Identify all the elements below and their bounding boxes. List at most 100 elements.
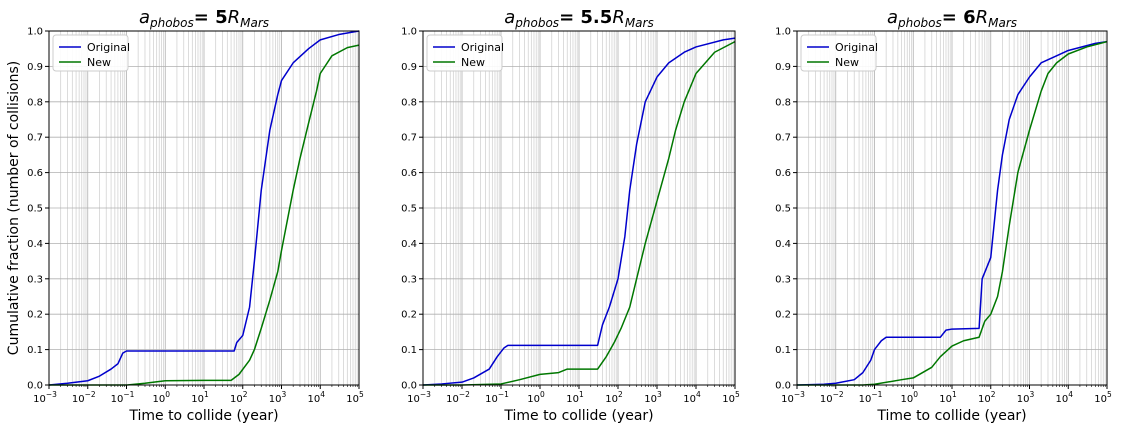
- x-tick-exponent: −2: [85, 390, 96, 399]
- chart-panel-2: 0.00.10.20.30.40.50.60.70.80.91.010−3 10−…: [401, 7, 740, 424]
- x-tick-base: 10: [566, 394, 579, 405]
- title-subscript-mars: Mars: [625, 16, 654, 30]
- y-tick-label: 0.7: [27, 133, 43, 144]
- x-tick-exponent: 3: [1029, 390, 1034, 399]
- title-subscript-mars: Mars: [240, 16, 269, 30]
- y-tick-label: 0.5: [775, 204, 791, 215]
- x-tick-label: 10−1: [485, 390, 509, 405]
- title-symbol-a: a: [504, 7, 515, 28]
- legend: Original New: [426, 34, 504, 72]
- x-tick-label: 101: [191, 390, 209, 405]
- series-line-original: [48, 30, 360, 386]
- x-tick-base: 10: [644, 394, 657, 405]
- x-tick-label: 102: [605, 390, 623, 405]
- x-tick-label: 10−2: [820, 390, 844, 405]
- y-tick-label: 0.6: [27, 168, 43, 179]
- x-tick-exponent: 1: [579, 390, 584, 399]
- legend-label-original: Original: [461, 41, 504, 54]
- legend: Original New: [800, 34, 878, 72]
- y-tick-label: 0.3: [775, 274, 791, 285]
- x-tick-label: 101: [939, 390, 957, 405]
- series-line-original: [796, 40, 1108, 386]
- y-tick-label: 0.4: [401, 239, 417, 250]
- y-tick-label: 0.6: [401, 168, 417, 179]
- chart-panels: 0.00.10.20.30.40.50.60.70.80.91.010−3 10−…: [27, 7, 1112, 424]
- legend-label-new: New: [835, 56, 859, 69]
- x-axis-label: Time to collide (year): [876, 408, 1026, 424]
- x-tick-label: 105: [1094, 390, 1112, 405]
- y-axis-label: Cumulative fraction (number of collision…: [6, 61, 22, 355]
- x-tick-label: 104: [683, 390, 701, 405]
- x-tick-exponent: 2: [991, 390, 996, 399]
- y-tick-label: 0.0: [775, 381, 791, 392]
- title-symbol-a: a: [887, 7, 898, 28]
- x-tick-exponent: 0: [540, 390, 545, 399]
- x-tick-label: 103: [269, 390, 287, 405]
- y-tick-label: 0.4: [775, 239, 791, 250]
- legend: Original New: [52, 34, 130, 72]
- major-gridlines: [422, 30, 736, 386]
- x-tick-base: 10: [191, 394, 204, 405]
- title-subscript-mars: Mars: [988, 16, 1017, 30]
- y-tick-label: 1.0: [27, 27, 43, 38]
- x-tick-label: 10−1: [859, 390, 883, 405]
- chart-title: aphobos= 5.5RMars: [504, 7, 653, 30]
- y-tick-label: 0.9: [27, 62, 43, 73]
- x-tick-label: 103: [1017, 390, 1035, 405]
- x-axis-label: Time to collide (year): [128, 408, 278, 424]
- x-tick-base: 10: [683, 394, 696, 405]
- x-tick-base: 10: [72, 394, 85, 405]
- x-tick-label: 102: [230, 390, 248, 405]
- title-symbol-r: R: [976, 7, 989, 28]
- x-tick-exponent: 0: [913, 390, 918, 399]
- y-tick-label: 0.0: [27, 381, 43, 392]
- x-tick-exponent: −2: [459, 390, 470, 399]
- y-tick-label: 0.9: [401, 62, 417, 73]
- series-line-new: [797, 40, 1108, 386]
- y-tick-label: 0.2: [775, 310, 791, 321]
- series-line-new: [49, 44, 360, 386]
- x-tick-base: 10: [307, 394, 320, 405]
- x-tick-label: 100: [152, 390, 170, 405]
- x-tick-exponent: 3: [281, 390, 286, 399]
- y-tick-label: 0.8: [401, 97, 417, 108]
- x-tick-label: 100: [900, 390, 918, 405]
- chart-title: aphobos= 5RMars: [139, 7, 269, 30]
- x-tick-label: 102: [978, 390, 996, 405]
- x-tick-label: 10−3: [407, 390, 431, 405]
- x-tick-base: 10: [269, 394, 282, 405]
- y-tick-label: 1.0: [775, 27, 791, 38]
- x-tick-exponent: 4: [1068, 390, 1073, 399]
- x-tick-exponent: −3: [794, 390, 805, 399]
- x-tick-base: 10: [1094, 394, 1107, 405]
- x-tick-exponent: 1: [204, 390, 209, 399]
- x-tick-label: 100: [527, 390, 545, 405]
- title-symbol-r: R: [228, 7, 241, 28]
- x-tick-base: 10: [152, 394, 165, 405]
- x-tick-label: 103: [644, 390, 662, 405]
- legend-label-new: New: [461, 56, 485, 69]
- x-tick-label: 10−3: [33, 390, 57, 405]
- y-tick-label: 0.6: [775, 168, 791, 179]
- x-tick-label: 104: [1055, 390, 1073, 405]
- x-tick-exponent: 5: [1107, 390, 1112, 399]
- x-tick-base: 10: [1017, 394, 1030, 405]
- title-value: = 6: [942, 7, 976, 28]
- x-tick-exponent: −1: [123, 390, 134, 399]
- y-tick-label: 0.7: [775, 133, 791, 144]
- title-subscript-phobos: phobos: [897, 16, 942, 30]
- title-subscript-phobos: phobos: [514, 16, 559, 30]
- x-tick-exponent: 3: [657, 390, 662, 399]
- chart-title: aphobos= 6RMars: [887, 7, 1017, 30]
- chart-panel-3: 0.00.10.20.30.40.50.60.70.80.91.010−3 10−…: [775, 7, 1112, 424]
- x-tick-base: 10: [859, 394, 872, 405]
- x-tick-label: 105: [722, 390, 740, 405]
- y-tick-label: 0.3: [401, 274, 417, 285]
- x-tick-base: 10: [111, 394, 124, 405]
- x-tick-exponent: −2: [833, 390, 844, 399]
- x-tick-exponent: −1: [498, 390, 509, 399]
- x-tick-base: 10: [900, 394, 913, 405]
- title-symbol-r: R: [612, 7, 625, 28]
- x-tick-base: 10: [605, 394, 618, 405]
- x-tick-base: 10: [407, 394, 420, 405]
